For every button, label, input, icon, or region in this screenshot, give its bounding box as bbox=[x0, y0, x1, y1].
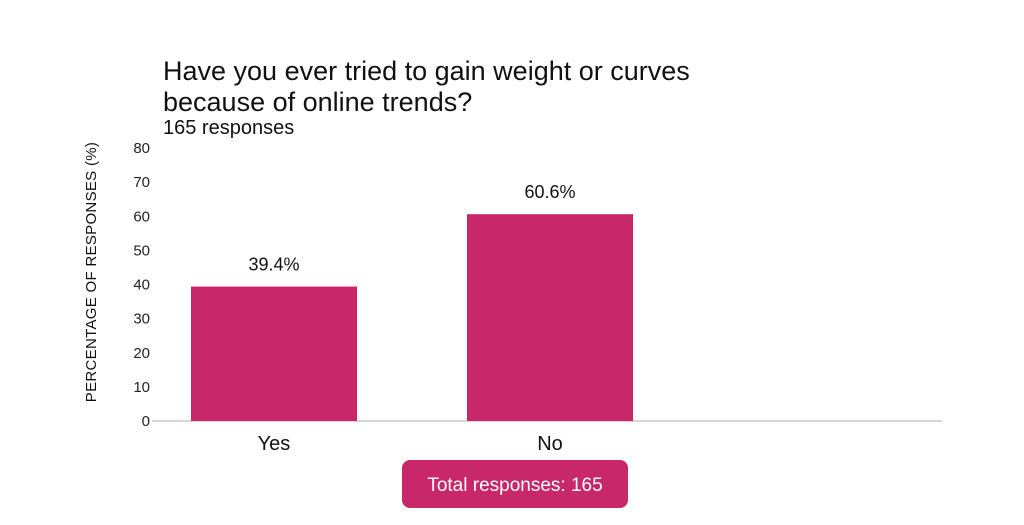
chart-subtitle: 165 responses bbox=[163, 117, 294, 139]
chart-title-line-1: Have you ever tried to gain weight or cu… bbox=[163, 56, 690, 86]
y-tick-label: 30 bbox=[133, 311, 150, 328]
data-label-no: 60.6% bbox=[524, 182, 575, 202]
bar-yes bbox=[191, 286, 357, 421]
y-axis-ticks: 0 10 20 30 40 50 60 70 80 bbox=[133, 140, 160, 430]
y-tick-label: 10 bbox=[133, 379, 150, 396]
total-responses-badge: Total responses: 165 bbox=[402, 460, 628, 508]
data-label-yes: 39.4% bbox=[248, 255, 299, 275]
bars-group bbox=[191, 214, 633, 421]
bar-no bbox=[467, 214, 633, 421]
y-tick-label: 40 bbox=[133, 277, 150, 294]
y-tick-label: 70 bbox=[133, 174, 150, 191]
y-axis-label: PERCENTAGE OF RESPONSES (%) bbox=[83, 142, 100, 402]
category-labels-group: Yes No bbox=[258, 433, 563, 455]
y-tick-label: 20 bbox=[133, 345, 150, 362]
category-label-yes: Yes bbox=[258, 433, 291, 455]
category-label-no: No bbox=[537, 433, 563, 455]
chart-title-line-2: because of online trends? bbox=[163, 87, 472, 117]
y-tick-label: 60 bbox=[133, 208, 150, 225]
total-responses-label: Total responses: 165 bbox=[427, 475, 602, 496]
y-tick-label: 0 bbox=[142, 413, 150, 430]
total-responses-badge-bg bbox=[402, 460, 628, 508]
data-labels-group: 39.4% 60.6% bbox=[248, 182, 575, 274]
y-tick-label: 80 bbox=[133, 140, 150, 157]
y-tick-label: 50 bbox=[133, 242, 150, 259]
